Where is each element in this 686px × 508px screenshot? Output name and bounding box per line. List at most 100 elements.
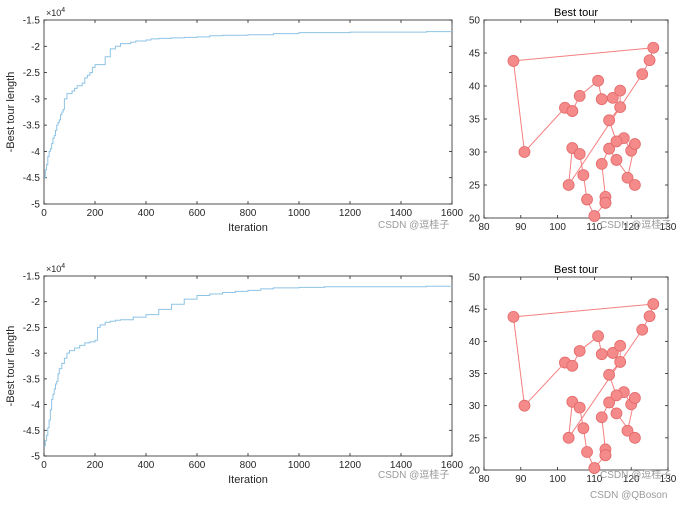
- city-point: [628, 431, 641, 444]
- city-point: [599, 196, 612, 209]
- city-point: [621, 171, 634, 184]
- city-point: [562, 179, 575, 191]
- x-tick-label: 80: [478, 222, 490, 233]
- x-tick-label: 400: [138, 208, 155, 219]
- y-tick-label: -3: [31, 94, 40, 105]
- y-tick-label: -2: [31, 297, 40, 308]
- tour-chart: 80 90 100 110 120 130 20 25 30 35 40 45 50 Best tour: [469, 7, 677, 233]
- city-point: [566, 105, 579, 117]
- axes-frame: [483, 19, 669, 219]
- x-tick-label: 100: [549, 222, 566, 233]
- y-tick-label: -3.5: [23, 121, 41, 132]
- city-point: [636, 68, 649, 81]
- city-point: [573, 401, 586, 414]
- city-point: [595, 348, 608, 361]
- x-axis-label: Iteration: [228, 474, 268, 486]
- x-tick-label: 110: [586, 474, 602, 485]
- city-point: [647, 41, 660, 54]
- city-point: [610, 407, 623, 420]
- city-point: [518, 146, 531, 158]
- watermark-text: CSDN @逗桂子: [378, 218, 449, 231]
- x-tick-label: 90: [515, 474, 527, 485]
- x-tick-label: 80: [478, 474, 490, 485]
- city-point: [606, 91, 619, 104]
- y-tick-label: -3.5: [23, 374, 41, 385]
- chart-title: Best tour: [554, 7, 598, 19]
- y-tick-label: 20: [469, 466, 481, 477]
- city-point: [577, 169, 590, 182]
- y-axis-label: -Best tour length: [5, 72, 17, 153]
- y-tick-label: -1.5: [23, 272, 41, 283]
- x-tick-label: 1400: [390, 460, 413, 471]
- y-tick-label: 30: [469, 148, 481, 159]
- y-tick-label: 25: [469, 433, 481, 444]
- city-point: [573, 90, 586, 102]
- city-point: [643, 310, 656, 323]
- y-tick-label: 50: [469, 273, 481, 284]
- city-point: [636, 323, 649, 336]
- x-tick-label: 1200: [339, 208, 362, 219]
- footer-watermark: CSDN @QBoson: [590, 490, 667, 501]
- x-tick-label: 130: [660, 474, 677, 485]
- city-point: [573, 345, 586, 357]
- city-point: [595, 93, 608, 106]
- x-axis-label: Iteration: [228, 222, 268, 234]
- y-tick-label: 40: [469, 82, 481, 93]
- x-tick-label: 1200: [339, 460, 362, 471]
- x-tick-label: 0: [41, 460, 47, 471]
- y-tick-label: 50: [469, 16, 481, 27]
- x-tick-label: 90: [515, 222, 527, 233]
- y-tick-label: -4: [31, 400, 40, 411]
- city-point: [599, 449, 612, 462]
- city-point: [507, 55, 520, 67]
- city-point: [566, 359, 579, 372]
- city-point: [614, 356, 627, 368]
- city-point: [588, 462, 601, 474]
- city-point: [603, 114, 616, 127]
- y-tick-label: 45: [469, 305, 481, 316]
- watermark-text: CSDN @逗桂子: [600, 218, 671, 231]
- y-tick-label: 35: [469, 115, 481, 126]
- x-tick-label: 1000: [288, 460, 311, 471]
- x-tick-label: 800: [240, 208, 257, 219]
- x-tick-label: 200: [87, 460, 104, 471]
- city-point: [610, 389, 623, 402]
- city-point: [603, 368, 616, 381]
- axes-frame: [43, 19, 453, 205]
- city-point: [643, 54, 656, 67]
- convergence-line: [44, 285, 452, 447]
- convergence-chart: 0 200 400 600 800 1000 1200 1400 1600-1.5-2-2.5-…: [5, 7, 464, 234]
- watermark-text: CSDN @逗桂子: [378, 468, 449, 481]
- city-point: [614, 101, 627, 114]
- x-tick-label: 0: [41, 208, 47, 219]
- convergence-line: [44, 31, 452, 179]
- x-tick-label: 200: [87, 208, 104, 219]
- city-point: [647, 298, 660, 310]
- city-point: [610, 154, 623, 166]
- city-point: [588, 210, 601, 222]
- x-tick-label: 1600: [441, 208, 464, 219]
- y-tick-label: 20: [469, 214, 481, 225]
- city-point: [518, 399, 531, 412]
- chart-title: Best tour: [554, 264, 598, 276]
- city-point: [628, 179, 641, 191]
- x-tick-label: 110: [586, 222, 602, 233]
- y-tick-label: 25: [469, 181, 481, 192]
- city-point: [577, 422, 590, 435]
- y-tick-label: -1.5: [23, 16, 41, 27]
- city-point: [507, 310, 520, 323]
- city-point: [628, 138, 641, 150]
- y-tick-label: 40: [469, 337, 481, 348]
- city-point: [614, 339, 627, 352]
- city-point: [628, 392, 641, 404]
- x-tick-label: 1000: [288, 208, 311, 219]
- convergence-chart: 0 200 400 600 800 1000 1200 1400 1600-1.5-2-2.5-…: [5, 263, 464, 486]
- x-tick-label: 1600: [441, 460, 464, 471]
- city-point: [581, 446, 593, 458]
- city-point: [606, 347, 619, 359]
- x-tick-label: 600: [189, 208, 206, 219]
- city-point: [573, 148, 586, 160]
- city-point: [603, 142, 616, 155]
- y-tick-label: 30: [469, 401, 481, 412]
